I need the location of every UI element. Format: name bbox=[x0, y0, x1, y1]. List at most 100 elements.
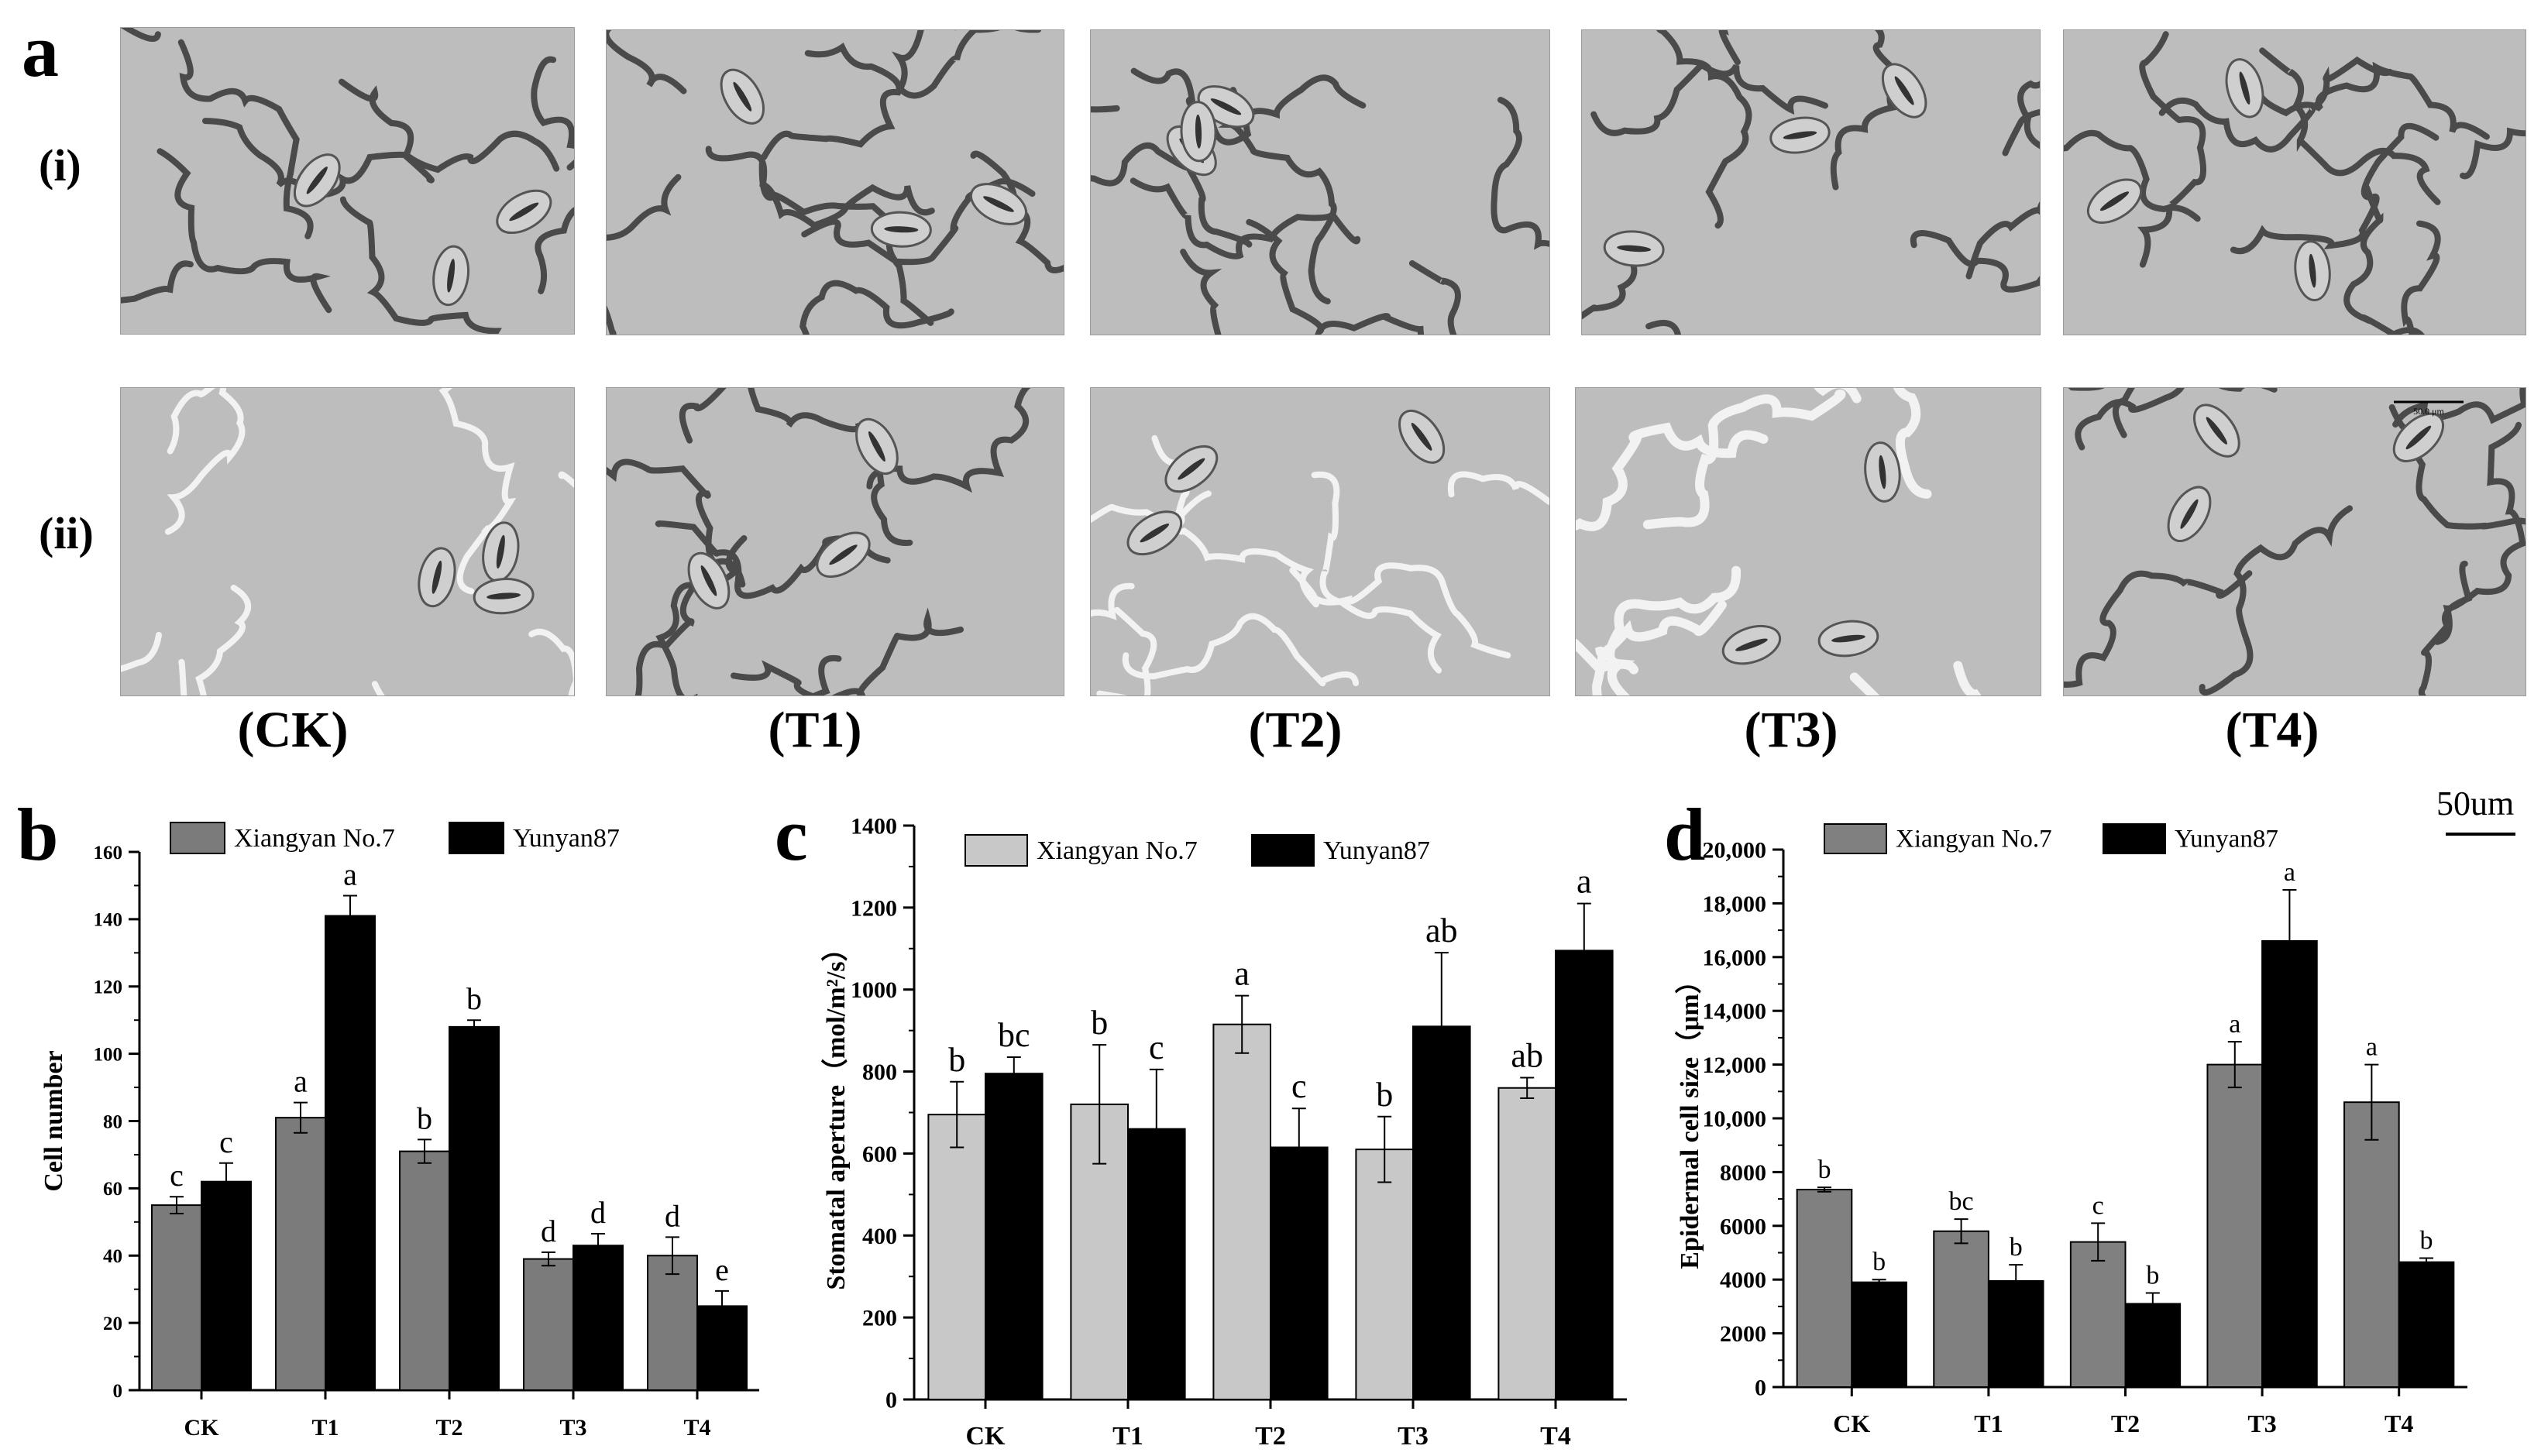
significance-letter: b bbox=[948, 1041, 965, 1079]
bar-xiangyan-t2 bbox=[1212, 1023, 1272, 1400]
bar-xiangyan-t4 bbox=[2343, 1101, 2400, 1388]
x-tick-label: T1 bbox=[1974, 1410, 2003, 1437]
y-tick-label: 18,000 bbox=[1703, 891, 1767, 917]
row-label-ii: (ii) bbox=[39, 508, 94, 558]
scale-bar-label: 50um bbox=[2436, 785, 2515, 822]
significance-letter: b bbox=[1817, 1156, 1831, 1184]
y-tick-label: 4000 bbox=[1720, 1268, 1766, 1293]
significance-letter: ab bbox=[1425, 912, 1458, 949]
y-tick-label: 20,000 bbox=[1703, 838, 1767, 864]
y-tick-label: 100 bbox=[94, 1044, 123, 1065]
y-tick-label: 40 bbox=[103, 1246, 122, 1267]
significance-letter: b bbox=[417, 1101, 432, 1135]
bar-xiangyan-t1 bbox=[1933, 1230, 1989, 1388]
significance-letter: b bbox=[1872, 1248, 1886, 1276]
y-axis-label: Cell number bbox=[40, 1050, 68, 1191]
y-tick-label: 120 bbox=[94, 977, 123, 998]
significance-letter: a bbox=[1234, 955, 1250, 993]
column-label-t2: (T2) bbox=[1248, 702, 1343, 758]
legend-swatch-yunyan bbox=[2103, 823, 2166, 854]
bar-xiangyan-t4 bbox=[1497, 1087, 1557, 1400]
x-tick-label: CK bbox=[1833, 1410, 1870, 1437]
y-tick-label: 10,000 bbox=[1703, 1107, 1767, 1132]
bar-yunyan-t3 bbox=[2261, 939, 2318, 1389]
panel-label-a: a bbox=[22, 9, 59, 92]
y-tick-label: 6000 bbox=[1720, 1214, 1766, 1239]
scale-bar bbox=[2446, 833, 2515, 836]
y-tick-label: 60 bbox=[103, 1179, 122, 1200]
micrograph-i-t2 bbox=[1090, 29, 1550, 335]
legend-swatch-xiangyan bbox=[964, 834, 1028, 867]
bar-yunyan-t4 bbox=[2398, 1261, 2455, 1389]
legend-label-yunyan: Yunyan87 bbox=[1323, 836, 1430, 865]
bar-yunyan-t1 bbox=[1987, 1279, 2044, 1388]
panel-label-d: d bbox=[1664, 793, 1706, 876]
bar-xiangyan-t3 bbox=[2206, 1063, 2264, 1388]
panel-label-b: b bbox=[17, 793, 59, 876]
panel-label-c: c bbox=[775, 793, 808, 876]
y-tick-label: 0 bbox=[885, 1388, 897, 1413]
x-tick-label: T4 bbox=[2385, 1410, 2413, 1437]
chart-epidermal-cell-size: 0 2000 4000 6000 8000 10,000 12,000 14,000 16,00… bbox=[1674, 823, 2467, 1437]
y-tick-label: 20 bbox=[103, 1313, 122, 1334]
legend-swatch-xiangyan bbox=[1824, 823, 1887, 854]
x-tick-label: T2 bbox=[435, 1415, 462, 1441]
x-tick-label: T3 bbox=[1398, 1422, 1429, 1451]
significance-letter: b bbox=[1091, 1004, 1108, 1042]
y-axis-label: Epidermal cell size（μm） bbox=[1674, 967, 1704, 1269]
x-tick-label: T1 bbox=[311, 1415, 339, 1441]
significance-letter: b bbox=[2146, 1262, 2159, 1290]
significance-letter: b bbox=[2420, 1226, 2433, 1255]
bar-xiangyan-ck bbox=[151, 1204, 202, 1391]
y-tick-label: 16,000 bbox=[1703, 945, 1767, 970]
bar-yunyan-ck bbox=[985, 1073, 1044, 1400]
micrograph-i-t4 bbox=[2063, 29, 2526, 335]
significance-letter: c bbox=[219, 1125, 233, 1159]
bar-xiangyan-ck bbox=[927, 1114, 986, 1400]
bar-yunyan-ck bbox=[1851, 1281, 1907, 1388]
y-tick-label: 160 bbox=[94, 843, 123, 864]
y-tick-label: 400 bbox=[862, 1224, 897, 1249]
x-tick-label: T2 bbox=[1255, 1422, 1286, 1451]
significance-letter: bc bbox=[1949, 1187, 1974, 1216]
bar-xiangyan-t2 bbox=[399, 1150, 450, 1391]
y-tick-label: 1000 bbox=[851, 977, 897, 1003]
bar-xiangyan-t3 bbox=[1355, 1149, 1415, 1400]
legend-swatch-yunyan bbox=[1251, 834, 1315, 867]
significance-letter: c bbox=[1149, 1028, 1164, 1066]
x-tick-label: T3 bbox=[559, 1415, 586, 1441]
significance-letter: e bbox=[715, 1252, 729, 1287]
legend-swatch-yunyan bbox=[449, 822, 504, 854]
micrograph-i-t1 bbox=[606, 29, 1064, 335]
y-tick-label: 8000 bbox=[1720, 1160, 1766, 1186]
y-tick-label: 1400 bbox=[851, 814, 897, 840]
micrograph-i-t3 bbox=[1581, 29, 2041, 335]
y-tick-label: 800 bbox=[862, 1059, 897, 1085]
bar-yunyan-t4 bbox=[1555, 949, 1614, 1401]
significance-letter: ab bbox=[1511, 1037, 1543, 1075]
micrograph-ii-t4: 50.0 μm bbox=[2063, 387, 2526, 696]
micrograph-ii-t1 bbox=[606, 387, 1064, 696]
significance-letter: a bbox=[1577, 863, 1592, 901]
significance-letter: b bbox=[1376, 1076, 1393, 1114]
legend-label-xiangyan: Xiangyan No.7 bbox=[1037, 836, 1198, 865]
y-tick-label: 1200 bbox=[851, 895, 897, 921]
chart-stomatal-aperture: 0 200 400 600 800 1000 1200 1400 Stomatal apertu… bbox=[820, 814, 1627, 1451]
significance-letter: a bbox=[2229, 1010, 2240, 1039]
significance-letter: c bbox=[170, 1158, 184, 1193]
legend-label-yunyan: Yunyan87 bbox=[513, 824, 620, 853]
significance-letter: a bbox=[2366, 1033, 2378, 1062]
y-tick-label: 0 bbox=[113, 1381, 123, 1402]
y-tick-label: 80 bbox=[103, 1111, 122, 1132]
legend-swatch-xiangyan bbox=[170, 822, 225, 854]
micrograph-scale-text: 50.0 μm bbox=[2413, 406, 2444, 417]
bar-yunyan-t3 bbox=[572, 1245, 624, 1391]
significance-letter: b bbox=[466, 981, 482, 1016]
y-axis-label: Stomatal aperture（mol/m²/s） bbox=[820, 935, 851, 1289]
x-tick-label: T3 bbox=[2247, 1410, 2276, 1437]
bar-xiangyan-ck bbox=[1796, 1188, 1853, 1388]
bar-xiangyan-t1 bbox=[275, 1117, 326, 1391]
column-label-t1: (T1) bbox=[768, 702, 862, 758]
y-tick-label: 600 bbox=[862, 1142, 897, 1167]
bar-yunyan-t1 bbox=[325, 915, 376, 1391]
